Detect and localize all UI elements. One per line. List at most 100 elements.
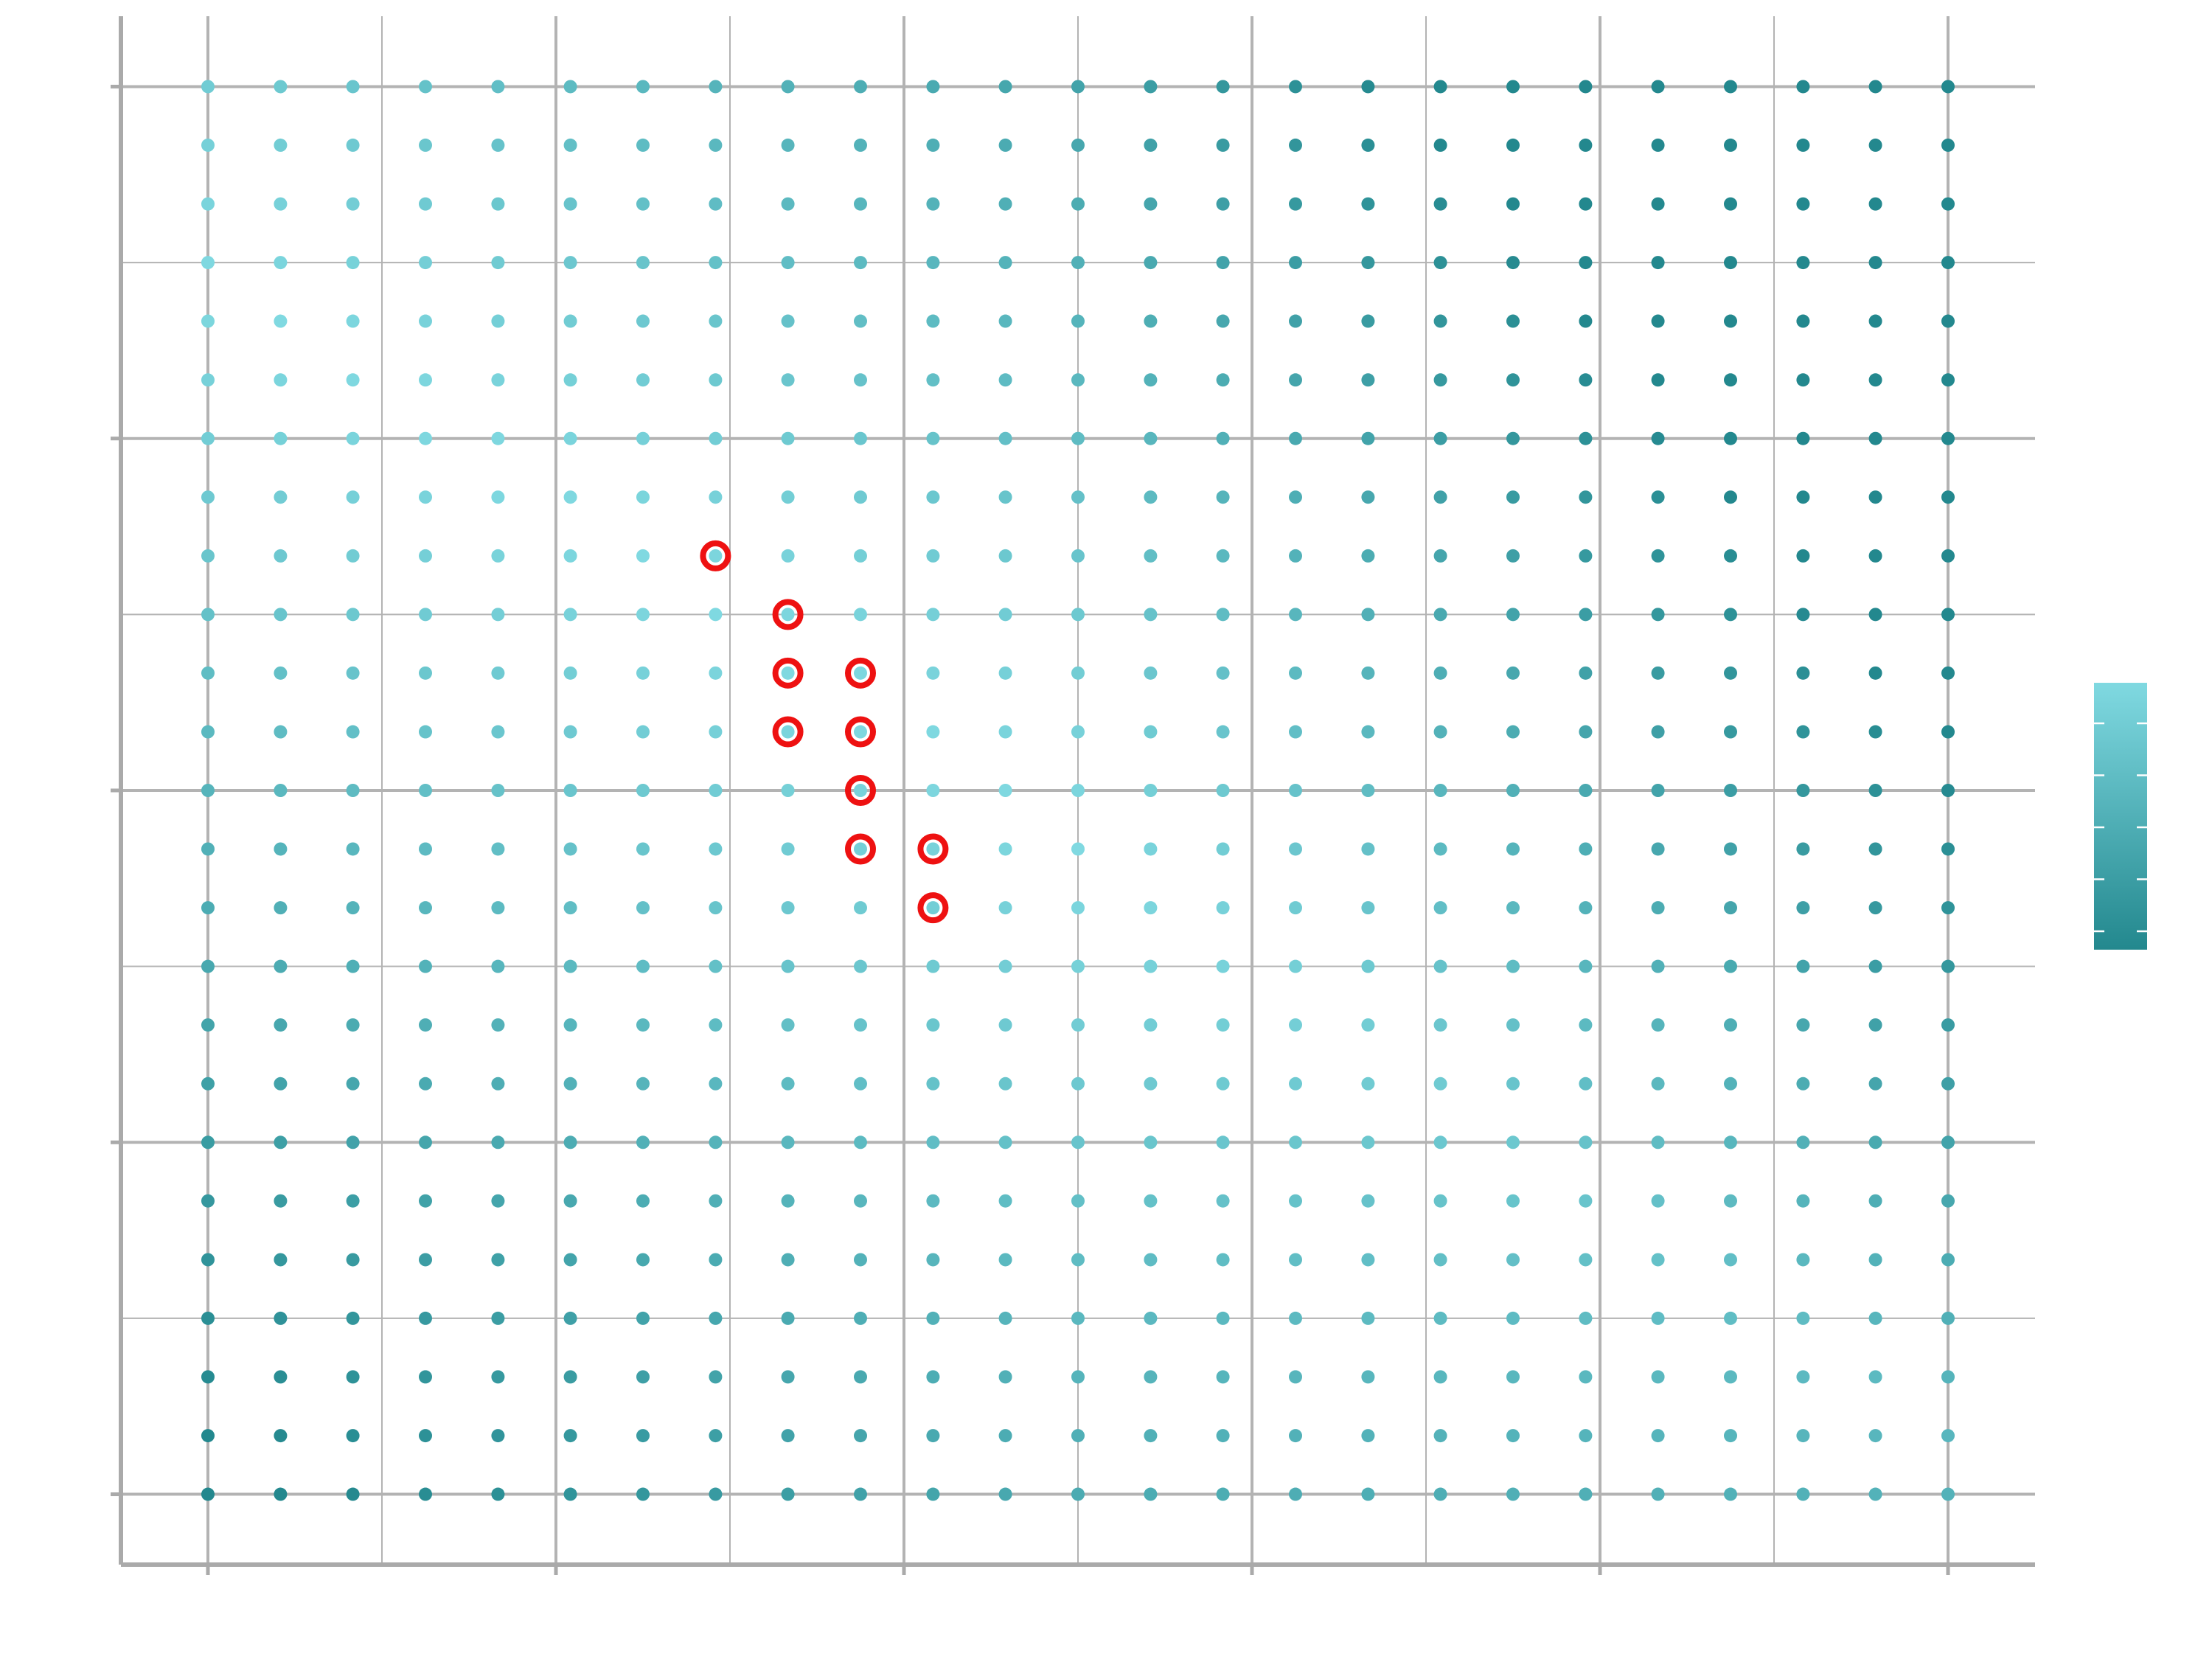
data-point bbox=[274, 1311, 288, 1325]
data-point bbox=[274, 784, 288, 797]
data-point bbox=[1289, 314, 1302, 328]
data-point bbox=[201, 197, 215, 211]
data-point bbox=[1289, 197, 1302, 211]
data-point bbox=[201, 1429, 215, 1443]
data-point bbox=[709, 725, 723, 739]
data-point bbox=[1289, 549, 1302, 563]
data-point bbox=[926, 725, 940, 739]
data-point bbox=[1868, 1194, 1882, 1208]
data-point bbox=[563, 80, 577, 94]
data-point bbox=[998, 80, 1012, 94]
data-point bbox=[1579, 1135, 1593, 1150]
data-point bbox=[1289, 842, 1302, 856]
data-point bbox=[1941, 431, 1955, 445]
highlight-marker bbox=[772, 657, 804, 689]
data-point bbox=[346, 1135, 360, 1150]
data-point bbox=[201, 314, 215, 328]
data-point bbox=[1579, 1018, 1593, 1032]
data-point bbox=[1216, 666, 1230, 680]
data-point bbox=[201, 490, 215, 504]
data-point bbox=[636, 959, 650, 973]
data-point bbox=[926, 549, 940, 563]
data-point bbox=[1361, 1253, 1375, 1267]
data-point bbox=[1651, 1018, 1665, 1032]
data-point bbox=[1289, 80, 1302, 94]
data-point bbox=[1651, 197, 1665, 211]
data-point bbox=[1506, 959, 1520, 973]
data-point bbox=[1216, 1311, 1230, 1325]
data-point bbox=[1651, 784, 1665, 797]
data-point bbox=[1506, 1018, 1520, 1032]
data-point bbox=[636, 1311, 650, 1325]
data-point bbox=[1579, 1194, 1593, 1208]
axes bbox=[111, 16, 2035, 1575]
data-point bbox=[1651, 1429, 1665, 1443]
data-point bbox=[1868, 549, 1882, 563]
data-point bbox=[1941, 1311, 1955, 1325]
data-point bbox=[1796, 1077, 1810, 1091]
data-point bbox=[419, 901, 432, 915]
data-point bbox=[419, 1018, 432, 1032]
data-point bbox=[419, 256, 432, 270]
data-point bbox=[1579, 666, 1593, 680]
data-point bbox=[854, 784, 867, 797]
data-point bbox=[201, 1018, 215, 1032]
data-point bbox=[1433, 1253, 1447, 1267]
data-point bbox=[1941, 80, 1955, 94]
data-point bbox=[1216, 959, 1230, 973]
data-point bbox=[636, 1429, 650, 1443]
data-point bbox=[1144, 842, 1158, 856]
data-point bbox=[636, 1253, 650, 1267]
data-point bbox=[201, 1487, 215, 1501]
data-point bbox=[274, 138, 288, 152]
data-point bbox=[1868, 256, 1882, 270]
highlighted-points bbox=[700, 540, 949, 924]
data-point bbox=[1361, 549, 1375, 563]
data-point bbox=[274, 431, 288, 445]
data-point bbox=[1651, 431, 1665, 445]
data-point bbox=[998, 959, 1012, 973]
data-point bbox=[1724, 197, 1737, 211]
data-point bbox=[1361, 80, 1375, 94]
data-point bbox=[1433, 608, 1447, 622]
data-point bbox=[1289, 1018, 1302, 1032]
data-point bbox=[346, 314, 360, 328]
data-point bbox=[1868, 431, 1882, 445]
data-point bbox=[1289, 1253, 1302, 1267]
data-point bbox=[998, 784, 1012, 797]
data-point bbox=[1579, 1077, 1593, 1091]
data-point bbox=[1144, 138, 1158, 152]
data-point bbox=[1724, 431, 1737, 445]
data-point bbox=[346, 608, 360, 622]
data-point bbox=[854, 314, 867, 328]
data-point bbox=[1506, 1429, 1520, 1443]
data-point bbox=[1289, 138, 1302, 152]
data-point bbox=[636, 431, 650, 445]
data-point bbox=[1216, 901, 1230, 915]
data-point bbox=[1941, 549, 1955, 563]
data-point bbox=[709, 608, 723, 622]
data-point bbox=[1071, 608, 1085, 622]
data-point bbox=[1651, 901, 1665, 915]
data-point bbox=[201, 373, 215, 387]
data-point bbox=[1724, 608, 1737, 622]
data-point bbox=[419, 197, 432, 211]
data-point bbox=[1216, 431, 1230, 445]
data-point bbox=[346, 1311, 360, 1325]
data-point bbox=[1796, 842, 1810, 856]
data-point bbox=[563, 549, 577, 563]
data-point bbox=[491, 314, 505, 328]
data-point bbox=[781, 1429, 795, 1443]
data-point bbox=[1506, 138, 1520, 152]
data-point bbox=[346, 725, 360, 739]
data-point bbox=[998, 197, 1012, 211]
data-point bbox=[1216, 373, 1230, 387]
data-point bbox=[491, 1253, 505, 1267]
data-point bbox=[926, 256, 940, 270]
data-point bbox=[346, 490, 360, 504]
data-point bbox=[1651, 666, 1665, 680]
data-point bbox=[563, 1194, 577, 1208]
data-point bbox=[781, 197, 795, 211]
data-point bbox=[1361, 1077, 1375, 1091]
